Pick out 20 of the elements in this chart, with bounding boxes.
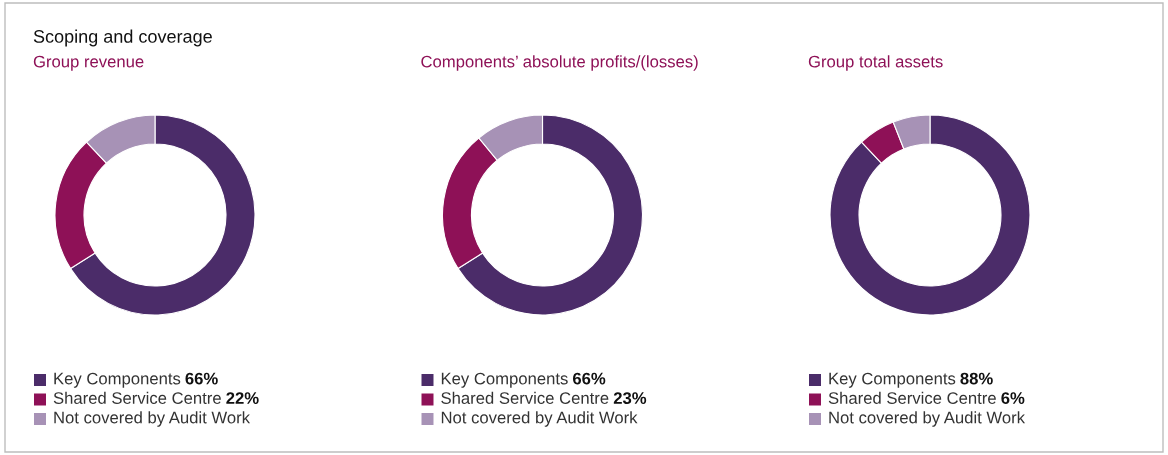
legend-label: Shared Service Centre — [828, 391, 996, 404]
legend-label: Not covered by Audit Work — [54, 411, 251, 427]
data-label: 6% — [1001, 392, 1025, 404]
chart-title: Scoping and coverage — [33, 29, 212, 47]
legend-label: Not covered by Audit Work — [829, 411, 1026, 427]
legend-label: Not covered by Audit Work — [441, 411, 638, 427]
legend-label: Key Components — [441, 372, 568, 388]
chart-subtitle: Components’ absolute profits/(losses) — [421, 55, 698, 71]
chart-subtitle: Group revenue — [33, 55, 144, 71]
legend-label: Key Components — [54, 372, 181, 388]
data-label: 23% — [613, 392, 647, 404]
legend-label: Shared Service Centre — [441, 391, 609, 404]
data-label: 88% — [960, 372, 993, 385]
legend-label: Shared Service Centre — [53, 391, 221, 404]
legend-label: Key Components — [829, 372, 956, 388]
data-label: 22% — [226, 392, 259, 404]
data-label: 66% — [572, 372, 606, 385]
chart-subtitle: Group total assets — [808, 55, 943, 71]
data-label: 66% — [185, 372, 218, 385]
donut-slice — [829, 114, 1031, 316]
